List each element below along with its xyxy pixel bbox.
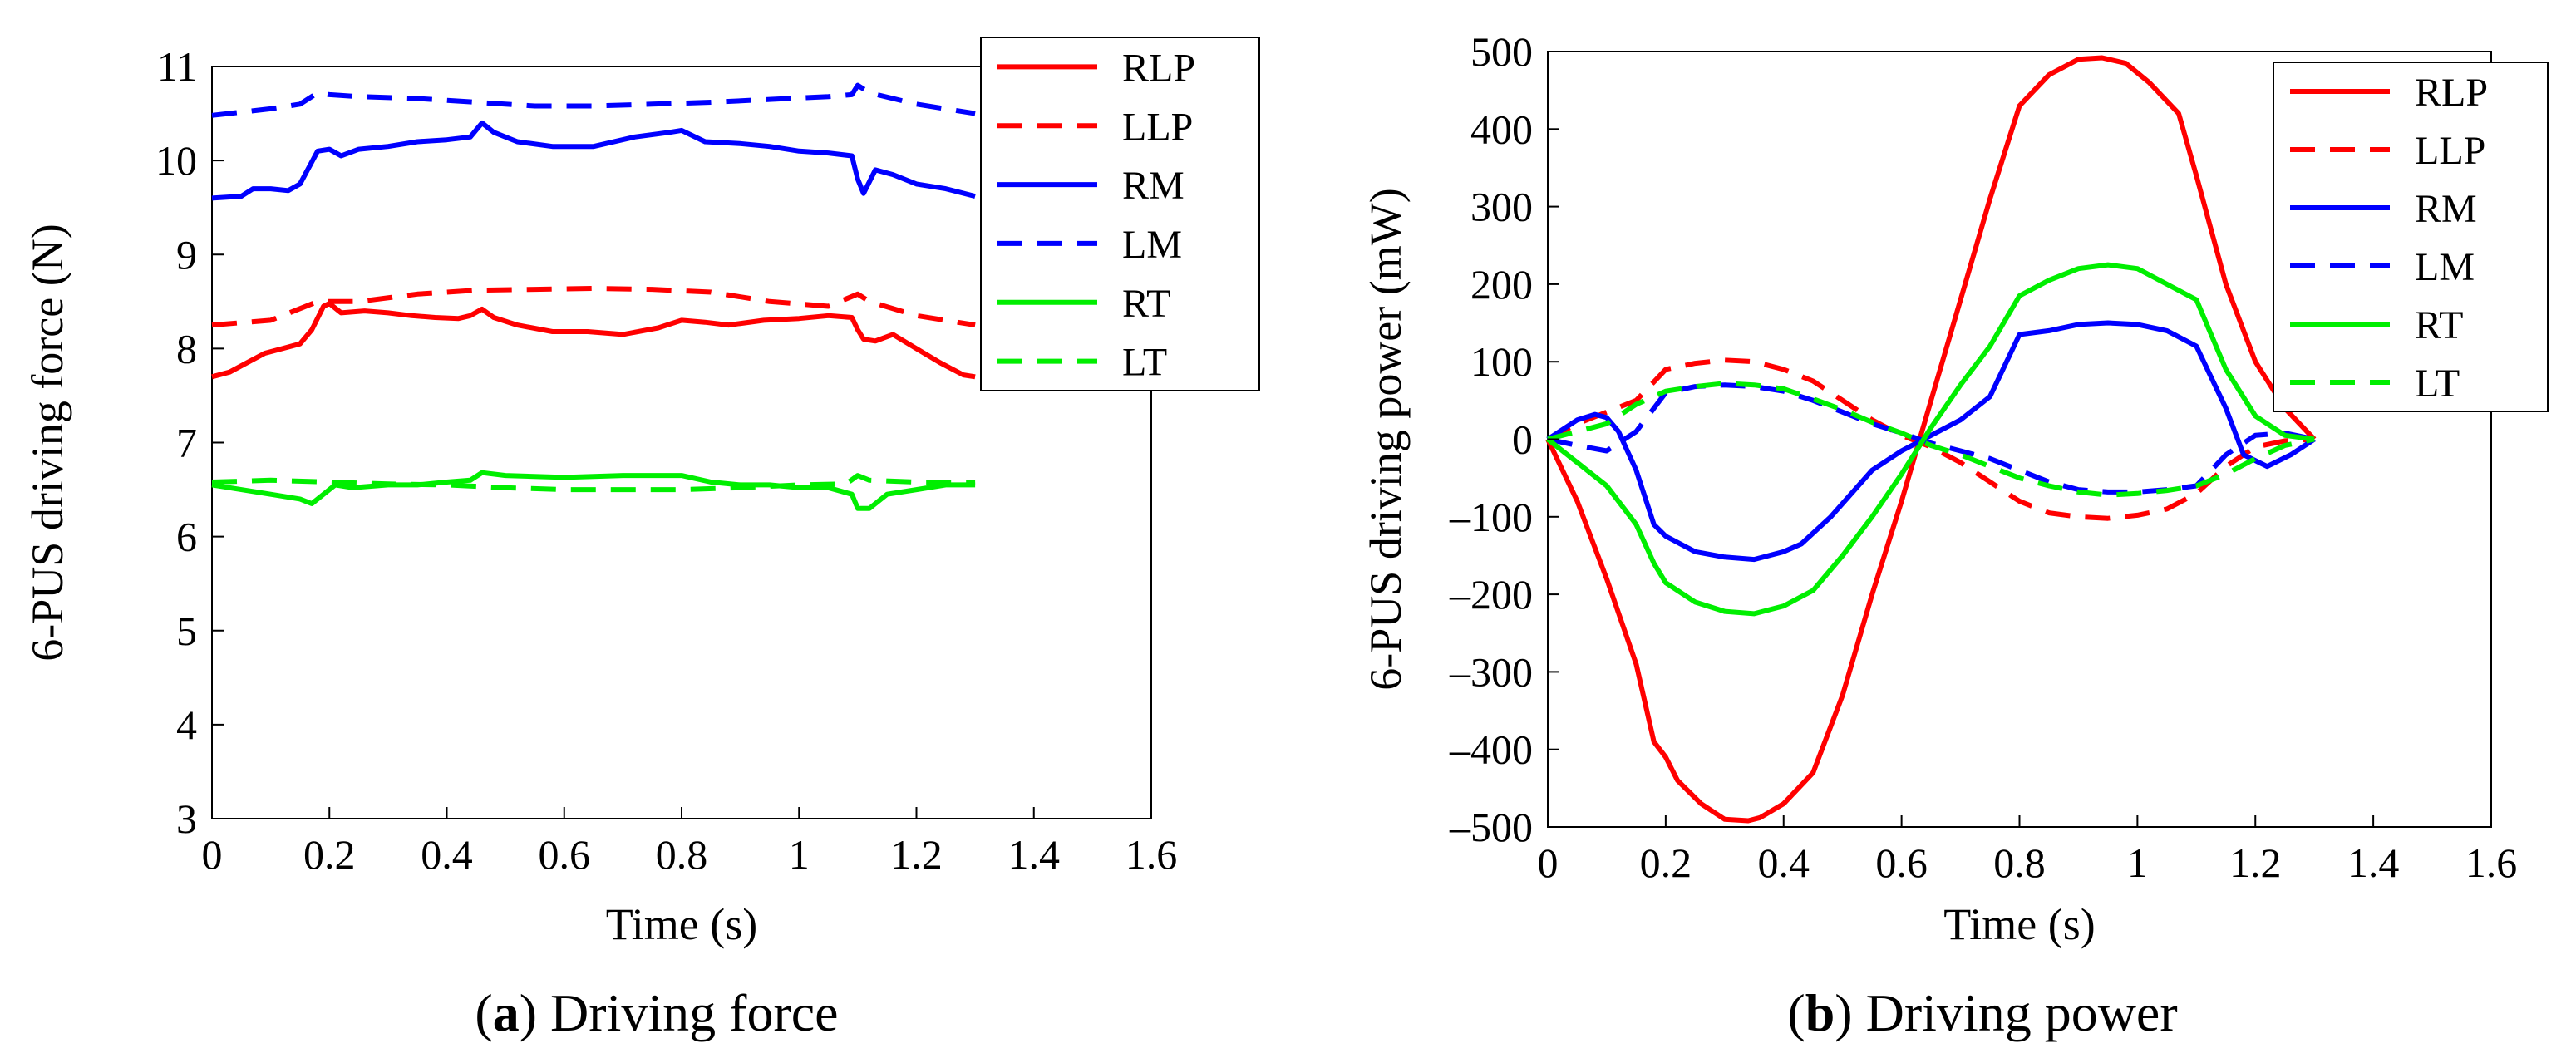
- panel-b-y-tick-label: 300: [1470, 184, 1533, 230]
- panel-a-x-tick-label: 0.8: [656, 831, 708, 878]
- panel-b-y-tick-label: 400: [1470, 106, 1533, 152]
- panel-a-series-llp: [211, 286, 976, 328]
- panel-a-x-tick-label: 0.6: [539, 831, 591, 878]
- panel-a-legend-label-rlp: RLP: [1122, 46, 1195, 90]
- panel-a-driving-force-chart: 0 0.2 0.4 0.6 0.8 1 1.2 1.4 1.6 3 4 5 6 7 8 9 10 11 Time …: [22, 37, 1260, 1042]
- panel-b-series-llp: [1546, 357, 2315, 521]
- panel-b-series-rm: [1546, 320, 2316, 563]
- panel-b-x-tick-label: 0.8: [1993, 839, 2046, 886]
- panel-b-legend-label-llp: LLP: [2415, 129, 2485, 173]
- panel-b-series-lt: [1547, 381, 2315, 498]
- panel-b-y-tick-label: –100: [1449, 494, 1533, 540]
- panel-a-y-tick-label: 6: [176, 514, 197, 560]
- panel-a-series-rt: [211, 470, 976, 511]
- panel-a-y-tick-label: 8: [176, 325, 197, 372]
- panel-b-y-tick-label: 100: [1470, 338, 1533, 385]
- panel-a-y-tick-label: 11: [157, 43, 197, 90]
- panel-b-x-axis-label: Time (s): [1943, 899, 2096, 949]
- panel-b-y-axis-label: 6-PUS driving power (mW): [1361, 188, 1411, 690]
- panel-b-legend-label-lm: LM: [2415, 245, 2475, 289]
- panel-a-legend: RLP LLP RM LM RT LT: [980, 37, 1260, 391]
- panel-b-x-tick-label: 0: [1538, 839, 1559, 886]
- panel-a-legend-label-rt: RT: [1122, 282, 1170, 326]
- panel-a-caption-text: Driving force: [550, 983, 839, 1042]
- panel-b-x-tick-label: 1: [2127, 839, 2148, 886]
- panel-b-y-tick-label: –400: [1449, 726, 1533, 773]
- panel-a-legend-box: [980, 37, 1260, 391]
- panel-b-x-tick-label: 0.4: [1758, 839, 1810, 886]
- panel-b-y-tick-label: 500: [1470, 28, 1533, 75]
- panel-b-legend-box: [2273, 62, 2549, 412]
- panel-a-legend-label-rm: RM: [1122, 164, 1185, 208]
- panel-a-y-tick-label: 4: [176, 701, 197, 748]
- panel-a-series-lines: [211, 82, 976, 511]
- panel-b-legend: RLP LLP RM LM RT LT: [2273, 62, 2549, 412]
- panel-b-x-tick-label: 1.2: [2229, 839, 2282, 886]
- panel-b-legend-label-rm: RM: [2415, 187, 2477, 231]
- panel-a-y-tick-label: 9: [176, 231, 197, 278]
- panel-b-series-rlp: [1545, 55, 2317, 824]
- panel-a-legend-label-lt: LT: [1122, 341, 1167, 385]
- panel-a-x-axis-label: Time (s): [606, 899, 758, 949]
- panel-b-legend-label-rlp: RLP: [2415, 71, 2488, 115]
- panel-a-series-rlp: [211, 301, 976, 380]
- panel-b-caption-letter: b: [1805, 983, 1835, 1042]
- panel-b-caption-text: Driving power: [1866, 983, 2178, 1042]
- panel-b-y-tick-label: –500: [1449, 804, 1533, 850]
- panel-b-series-rt: [1546, 262, 2315, 617]
- panel-b-caption: (b) Driving power: [1787, 983, 2177, 1042]
- panel-a-legend-label-lm: LM: [1122, 223, 1182, 267]
- panel-a-y-tick-label: 5: [176, 608, 197, 654]
- panel-b-legend-label-lt: LT: [2415, 362, 2460, 406]
- panel-a-x-tick-label: 0: [202, 831, 223, 878]
- panel-a-x-tick-label: 1: [789, 831, 810, 878]
- panel-b-y-tick-label: –300: [1449, 648, 1533, 695]
- panel-b-driving-power-chart: 0 0.2 0.4 0.6 0.8 1 1.2 1.4 1.6 –500 –400 –300 –200 –…: [1361, 28, 2549, 1042]
- panel-a-legend-label-llp: LLP: [1122, 105, 1193, 149]
- panel-b-x-tick-label: 0.6: [1875, 839, 1928, 886]
- panel-b-series-lines: [1545, 55, 2317, 824]
- panel-b-y-tick-label: –200: [1449, 571, 1533, 618]
- panel-b-legend-label-rt: RT: [2415, 303, 2463, 347]
- panel-b-y-tick-label: 200: [1470, 261, 1533, 308]
- panel-a-series-rm: [211, 120, 976, 201]
- panel-a-x-tick-label: 1.2: [890, 831, 943, 878]
- panel-b-x-tick-label: 1.4: [2347, 839, 2400, 886]
- panel-a-series-lt: [211, 473, 976, 493]
- panel-b-x-tick-label: 1.6: [2465, 839, 2518, 886]
- panel-a-series-lm: [211, 82, 976, 118]
- panel-a-y-axis-label: 6-PUS driving force (N): [22, 224, 72, 661]
- panel-a-x-tick-label: 0.4: [421, 831, 473, 878]
- panel-b-x-tick-label: 0.2: [1640, 839, 1692, 886]
- panel-a-x-tick-label: 1.6: [1125, 831, 1178, 878]
- panel-a-caption-letter: a: [493, 983, 520, 1042]
- panel-a-x-tick-label: 0.2: [303, 831, 356, 878]
- panel-a-x-tick-label: 1.4: [1008, 831, 1061, 878]
- panel-a-y-tick-label: 7: [176, 420, 197, 466]
- panel-a-caption: (a) Driving force: [475, 983, 838, 1042]
- panel-b-y-tick-label: 0: [1512, 416, 1533, 463]
- panel-a-y-tick-label: 3: [176, 795, 197, 842]
- panel-a-y-tick-label: 10: [155, 137, 197, 184]
